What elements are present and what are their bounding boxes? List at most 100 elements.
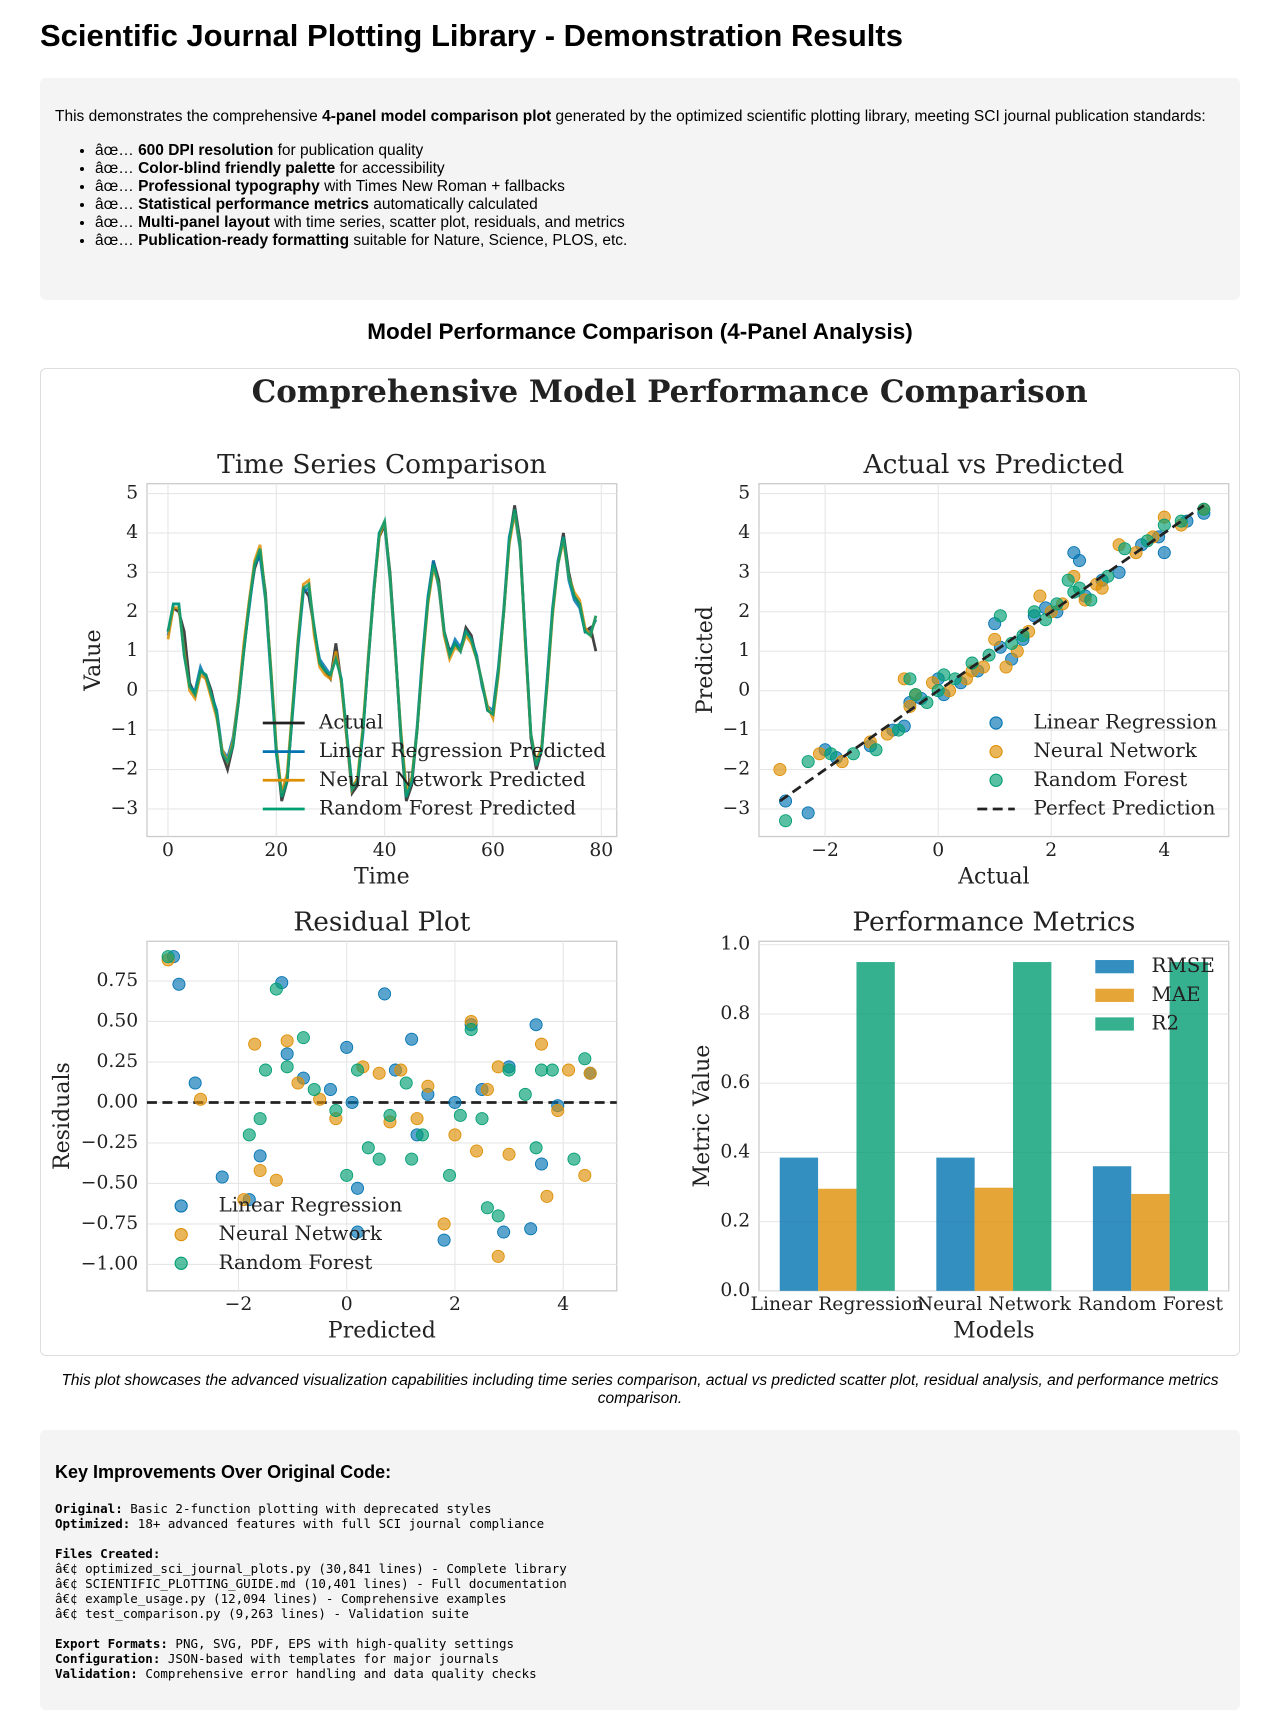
y-tick-label: 3 [126,561,138,582]
scatter-point [1033,589,1047,603]
scatter-point [188,1076,202,1090]
feature-item: âœ… Statistical performance metrics auto… [95,196,1225,214]
improvement-label: Configuration: [55,1651,161,1666]
feature-prefix: âœ… [95,214,134,231]
scatter-point [497,1225,511,1239]
feature-bold: Professional typography [138,178,320,195]
improvement-text: â€¢ optimized_sci_journal_plots.py (30,8… [55,1561,567,1576]
scatter-point [502,1063,516,1077]
reference-line [779,504,1205,803]
scatter-point [253,1149,267,1163]
y-tick-label: −1.00 [81,1253,138,1274]
scatter-point [988,632,1002,646]
feature-text: suitable for Nature, Science, PLOS, etc. [349,232,628,249]
x-tick-label: 2 [449,1294,461,1315]
improvement-text: Basic 2-function plotting with deprecate… [122,1501,492,1516]
scatter-point [578,1168,592,1182]
panel-title: Time Series Comparison [217,449,546,480]
scatter-point [378,987,392,1001]
scatter-point [903,672,917,686]
scatter-point [464,1023,478,1037]
scatter-point [1061,573,1075,587]
scatter-point [529,1018,543,1032]
y-tick-label: −0.50 [81,1172,138,1193]
y-axis-label: Metric Value [690,1045,715,1188]
feature-bold: 600 DPI resolution [138,142,274,159]
legend-label: RMSE [1152,954,1215,977]
scatter-point [448,1095,462,1109]
figure: Comprehensive Model Performance Comparis… [50,374,1230,1344]
y-tick-label: 4 [126,522,138,543]
bar [974,1187,1014,1291]
y-tick-label: 1 [738,640,750,661]
scatter-point [801,806,815,820]
feature-text: automatically calculated [368,196,538,213]
scatter-point [529,1141,543,1155]
scatter-point [161,950,175,964]
x-tick-label: 0 [162,840,174,861]
improvements-box: Key Improvements Over Original Code: Ori… [40,1430,1240,1710]
improvement-label: Optimized: [55,1516,131,1531]
legend-swatch [1095,988,1134,1002]
improvement-group: Files Created: â€¢ optimized_sci_journal_… [55,1546,1225,1621]
y-tick-label: 5 [738,483,750,504]
intro-box: This demonstrates the comprehensive 4-pa… [40,78,1240,300]
scatter-point [1157,518,1171,532]
scatter-point [993,609,1007,623]
x-tick-label: 0 [932,840,944,861]
scatter-point [437,1217,451,1231]
scatter-point [1118,542,1132,556]
scatter-point [480,1082,494,1097]
scatter-point [1112,565,1126,579]
y-tick-label: −3 [111,798,139,819]
y-tick-label: 4 [738,522,750,543]
improvement-line: â€¢ example_usage.py (12,094 lines) - Co… [55,1591,1225,1606]
scatter-point [562,1063,576,1077]
scatter-point [999,660,1013,674]
bar [936,1157,975,1291]
y-tick-label: 0 [126,680,138,701]
feature-item: âœ… Professional typography with Times N… [95,178,1225,196]
legend-swatch [989,745,1003,759]
intro-before: This demonstrates the comprehensive [55,108,323,125]
scatter-point [291,1076,305,1090]
scatter-point [909,688,923,702]
scatter-point [323,1082,337,1097]
improvement-label: Export Formats: [55,1636,168,1651]
y-tick-label: 1 [126,640,138,661]
scatter-point [551,1104,565,1118]
legend-swatch [1095,1017,1134,1031]
feature-bold: Multi-panel layout [138,214,270,231]
x-axis-label: Predicted [328,1319,436,1344]
scatter-point [524,1222,538,1236]
scatter-point [583,1066,597,1080]
y-tick-label: 1.0 [720,934,750,955]
series-line [166,509,598,798]
scatter-point [415,1128,429,1142]
x-tick-label: 4 [557,1294,569,1315]
legend-label: Random Forest [1034,768,1188,791]
x-axis-label: Time [354,864,410,889]
feature-bold: Publication-ready formatting [138,232,350,249]
bar [1131,1193,1170,1291]
scatter-point [351,1225,365,1239]
page-title: Scientific Journal Plotting Library - De… [40,18,903,53]
feature-prefix: âœ… [95,232,134,249]
y-tick-label: 0.8 [720,1003,750,1024]
x-tick-label: 20 [264,840,288,861]
feature-text: for accessibility [335,160,445,177]
scatter-point [470,1144,484,1158]
legend-swatch [989,716,1003,730]
feature-prefix: âœ… [95,142,134,159]
scatter-point [351,1181,365,1195]
scatter-point [545,1063,559,1077]
improvement-line: Optimized: 18+ advanced features with fu… [55,1516,1225,1531]
scatter-point [340,1168,354,1182]
scatter-point [773,763,787,777]
scatter-point [824,747,838,761]
scatter-point [518,1087,532,1101]
scatter-point [194,1092,208,1106]
x-tick-label: 0 [341,1294,353,1315]
improvement-text: â€¢ SCIENTIFIC_PLOTTING_GUIDE.md (10,401… [55,1576,567,1591]
